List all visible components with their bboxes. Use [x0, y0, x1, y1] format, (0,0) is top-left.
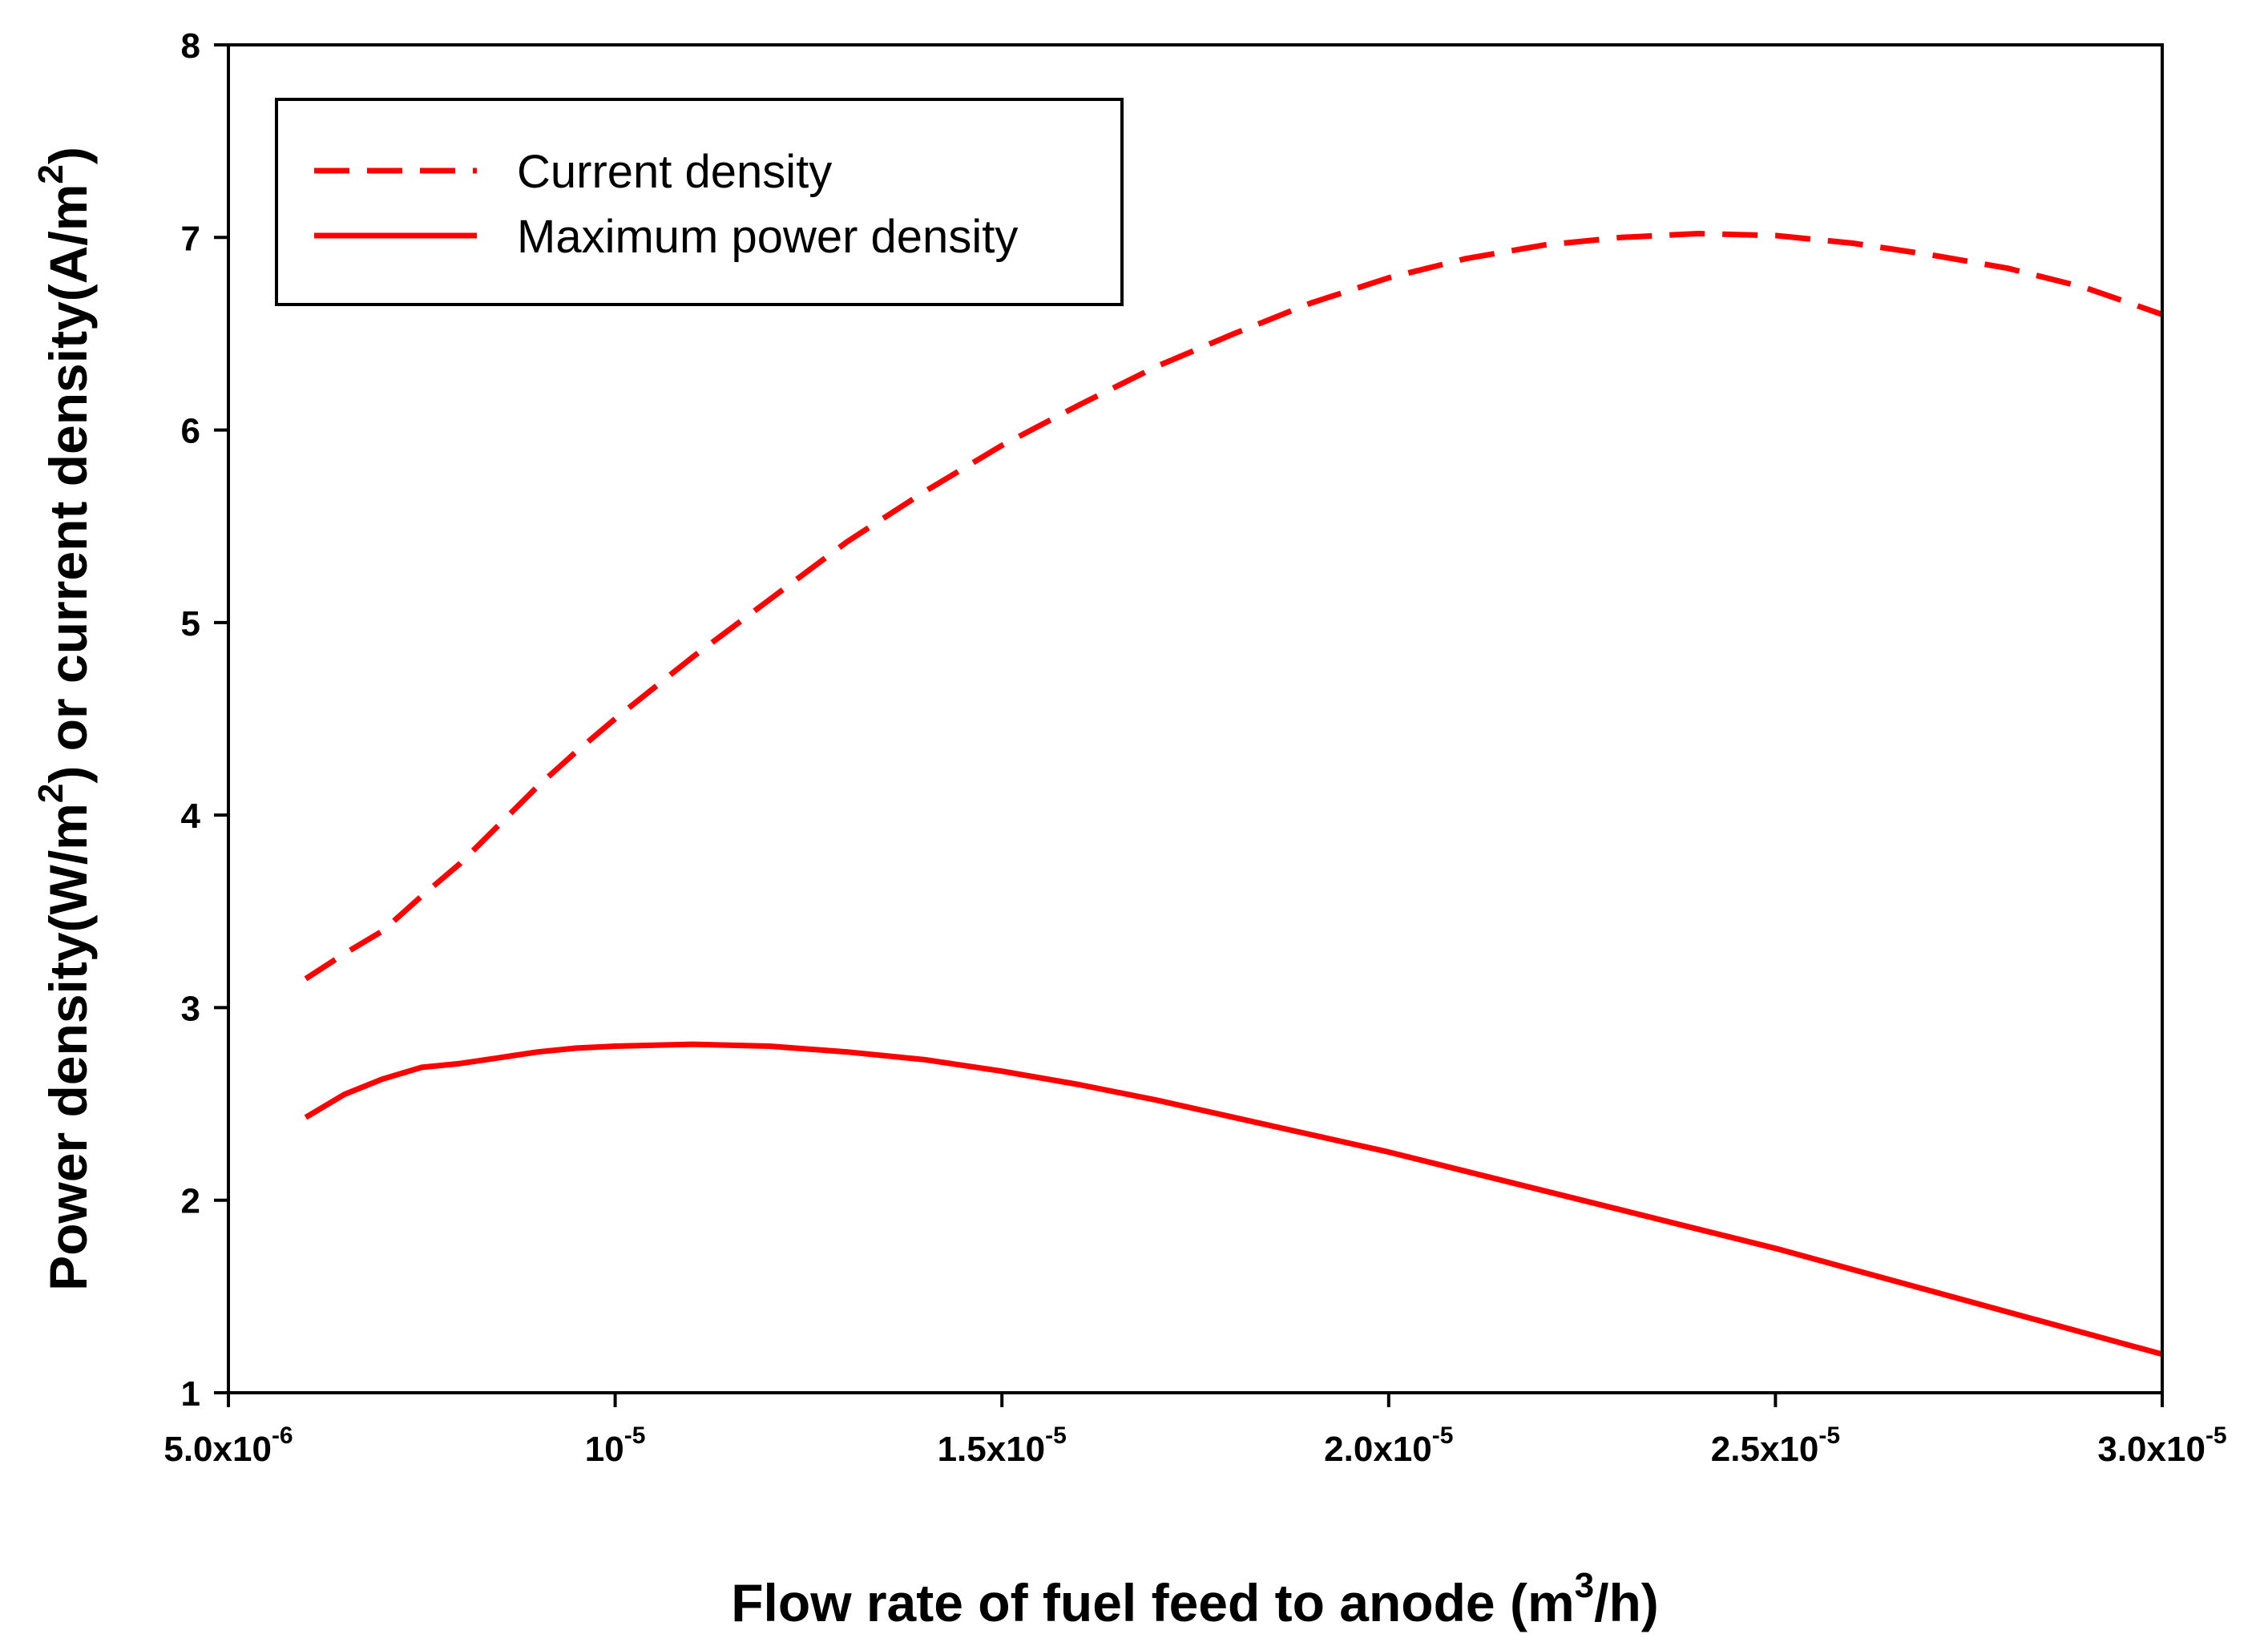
x-tick-label: 10-5	[585, 1422, 646, 1469]
y-axis: 1 2 3 4 5 6 7 8	[181, 26, 228, 1414]
legend-box	[275, 98, 1124, 306]
legend-label-current-density: Current density	[517, 146, 832, 198]
series-line-maximum-power-density	[304, 1041, 2163, 1358]
series-line-current-density	[304, 231, 2164, 982]
y-tick-label: 7	[181, 219, 200, 258]
legend-label-max-power-density: Maximum power density	[517, 211, 1018, 263]
plot-frame	[227, 43, 2164, 1394]
x-axis-title: Flow rate of fuel feed to anode (m3/h)	[731, 1566, 1659, 1632]
y-tick-label: 8	[181, 26, 200, 66]
legend: Current density Maximum power density	[275, 98, 1124, 306]
y-tick-label: 4	[181, 797, 201, 836]
x-axis: 5.0x10-6 10-5 1.5x10-5 2.0x10-5 2.5x10-5 3.0x…	[163, 1393, 2227, 1469]
y-tick-label: 1	[181, 1374, 200, 1414]
y-tick-label: 2	[181, 1182, 200, 1221]
series-layer	[304, 231, 2164, 1358]
y-tick-label: 3	[181, 989, 200, 1028]
y-tick-label: 5	[181, 604, 200, 643]
y-axis-title: Power density(W/m2) or current density(A…	[31, 147, 98, 1291]
x-tick-label: 2.5x10-5	[1711, 1422, 1840, 1469]
x-tick-label: 2.0x10-5	[1324, 1422, 1453, 1469]
x-tick-label: 5.0x10-6	[163, 1422, 293, 1469]
x-tick-label: 3.0x10-5	[2097, 1422, 2226, 1469]
y-tick-label: 6	[181, 412, 200, 451]
x-tick-label: 1.5x10-5	[938, 1422, 1067, 1469]
